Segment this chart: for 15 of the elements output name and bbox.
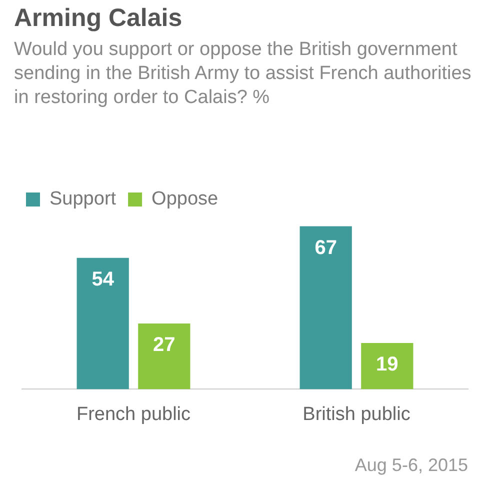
chart-subtitle: Would you support or oppose the British government sending in the British Army to assist French authorities in restoring order to Calais? %: [14, 38, 472, 110]
bar: [300, 226, 352, 390]
x-tick-label: British public: [302, 404, 410, 425]
legend-label: Support: [50, 188, 117, 210]
data-label: 19: [376, 354, 398, 376]
text: Aug 5-6, 2015: [354, 455, 468, 476]
data-label: 27: [153, 334, 176, 356]
legend-label: Oppose: [152, 188, 218, 210]
chart-title: Arming Calais: [14, 4, 182, 33]
bar: [361, 343, 414, 390]
bar: [76, 258, 129, 390]
data-label: 67: [314, 236, 337, 259]
data-label: 54: [92, 268, 115, 290]
x-tick-label: French public: [76, 404, 191, 425]
bar: [138, 324, 190, 390]
